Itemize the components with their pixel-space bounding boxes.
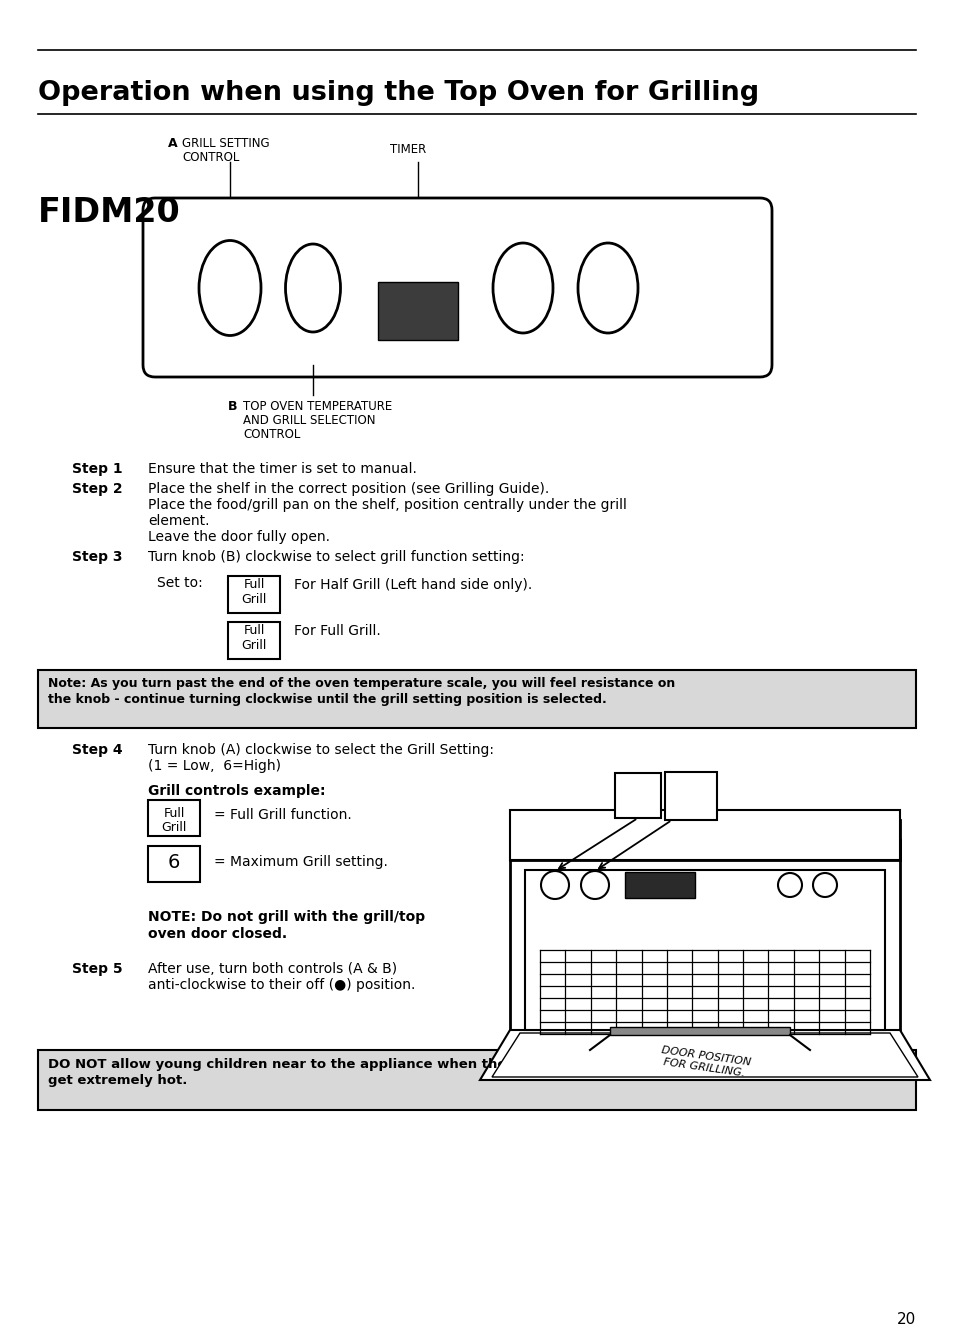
Text: Leave the door fully open.: Leave the door fully open. (148, 530, 330, 544)
Polygon shape (492, 1033, 917, 1077)
Ellipse shape (578, 243, 638, 333)
Text: Place the food/grill pan on the shelf, position centrally under the grill: Place the food/grill pan on the shelf, p… (148, 498, 626, 512)
FancyBboxPatch shape (664, 772, 717, 820)
Bar (510, 840, 899, 1030)
Text: B: B (228, 399, 237, 413)
Bar (524, 870, 884, 1030)
Text: Turn knob (B) clockwise to select grill function setting:: Turn knob (B) clockwise to select grill … (148, 550, 524, 564)
Text: Set to:: Set to: (157, 576, 203, 591)
Text: DO NOT allow young children near to the appliance when the grill is in use as th: DO NOT allow young children near to the … (48, 1058, 726, 1071)
Text: = Full Grill function.: = Full Grill function. (213, 808, 352, 822)
Polygon shape (479, 1030, 929, 1079)
Text: (1 = Low,  6=High): (1 = Low, 6=High) (148, 759, 281, 774)
Text: DOOR POSITION
FOR GRILLING.: DOOR POSITION FOR GRILLING. (659, 1045, 750, 1079)
FancyBboxPatch shape (148, 800, 200, 836)
Text: Place the shelf in the correct position (see Grilling Guide).: Place the shelf in the correct position … (148, 482, 549, 496)
Ellipse shape (199, 240, 261, 335)
Ellipse shape (493, 243, 553, 333)
Text: 20: 20 (896, 1312, 915, 1327)
Text: Step 3: Step 3 (71, 550, 122, 564)
Text: TOP OVEN TEMPERATURE: TOP OVEN TEMPERATURE (243, 399, 392, 413)
Text: For Half Grill (Left hand side only).: For Half Grill (Left hand side only). (294, 578, 532, 592)
Bar (624, 872, 695, 898)
Text: Grill: Grill (161, 822, 187, 834)
Ellipse shape (285, 244, 340, 333)
Text: NOTE: Do not grill with the grill/top: NOTE: Do not grill with the grill/top (148, 910, 425, 925)
Bar (377, 282, 457, 339)
FancyBboxPatch shape (143, 198, 771, 377)
Text: Grill: Grill (676, 794, 704, 806)
Text: = Maximum Grill setting.: = Maximum Grill setting. (213, 855, 388, 868)
FancyBboxPatch shape (38, 669, 915, 728)
Text: A: A (168, 138, 177, 150)
Text: Note: As you turn past the end of the oven temperature scale, you will feel resi: Note: As you turn past the end of the ov… (48, 677, 675, 689)
Bar (510, 810, 899, 860)
Text: get extremely hot.: get extremely hot. (48, 1074, 187, 1088)
Text: 6: 6 (168, 852, 180, 872)
Text: Full: Full (163, 807, 185, 820)
Text: GRILL SETTING: GRILL SETTING (182, 138, 270, 150)
Text: Full: Full (243, 624, 264, 637)
Text: Step 2: Step 2 (71, 482, 123, 496)
Text: the knob - continue turning clockwise until the grill setting position is select: the knob - continue turning clockwise un… (48, 693, 606, 705)
Text: CONTROL: CONTROL (182, 151, 239, 164)
Text: Step 5: Step 5 (71, 962, 123, 977)
Text: After use, turn both controls (A & B): After use, turn both controls (A & B) (148, 962, 396, 977)
Text: Operation when using the Top Oven for Grilling: Operation when using the Top Oven for Gr… (38, 80, 759, 106)
Text: CONTROL: CONTROL (243, 428, 300, 441)
Text: Step 1: Step 1 (71, 462, 123, 476)
Text: oven door closed.: oven door closed. (148, 927, 287, 941)
Text: 6: 6 (630, 776, 645, 796)
Text: Grill controls example:: Grill controls example: (148, 784, 325, 798)
Text: Grill: Grill (241, 593, 267, 607)
Text: FIDM20: FIDM20 (38, 196, 180, 228)
FancyBboxPatch shape (148, 846, 200, 882)
Text: Full: Full (678, 778, 702, 791)
Text: Ensure that the timer is set to manual.: Ensure that the timer is set to manual. (148, 462, 416, 476)
Text: element.: element. (148, 514, 210, 528)
Text: For Full Grill.: For Full Grill. (294, 624, 380, 639)
Text: Turn knob (A) clockwise to select the Grill Setting:: Turn knob (A) clockwise to select the Gr… (148, 743, 494, 758)
Bar (609, 1027, 789, 1035)
FancyBboxPatch shape (38, 1050, 915, 1110)
FancyBboxPatch shape (228, 623, 280, 659)
Text: anti-clockwise to their off (●) position.: anti-clockwise to their off (●) position… (148, 978, 415, 993)
FancyBboxPatch shape (615, 774, 660, 818)
Text: Grill: Grill (241, 639, 267, 652)
Text: Full: Full (243, 578, 264, 591)
FancyBboxPatch shape (228, 576, 280, 613)
Text: Step 4: Step 4 (71, 743, 123, 758)
Text: TIMER: TIMER (390, 143, 426, 156)
Polygon shape (510, 820, 899, 860)
Text: AND GRILL SELECTION: AND GRILL SELECTION (243, 414, 375, 428)
